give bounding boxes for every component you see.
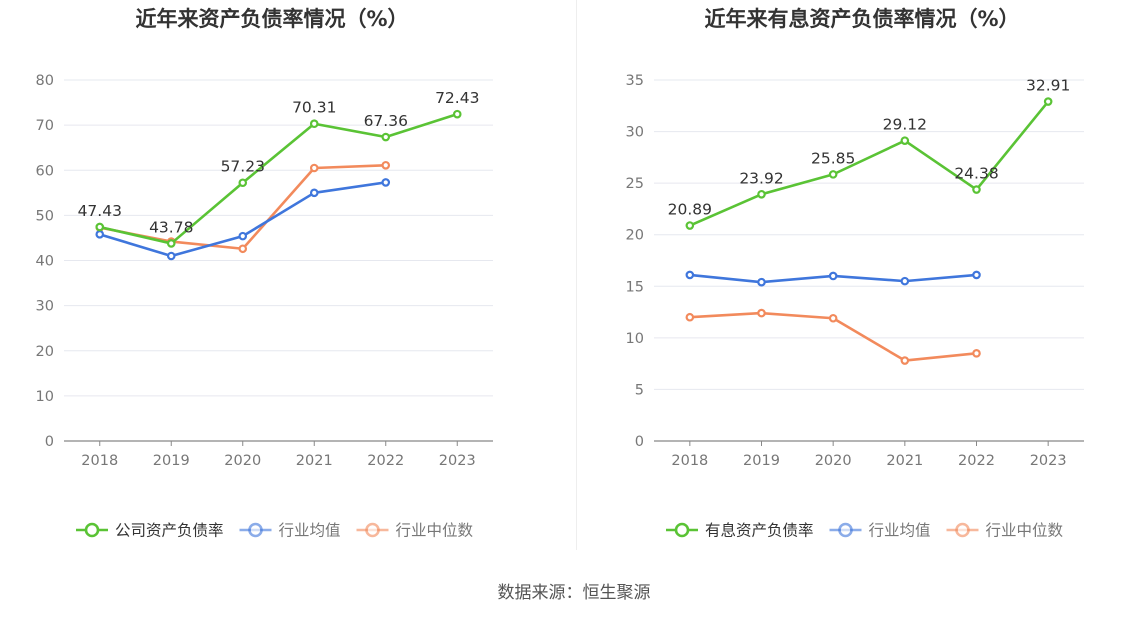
legend-marker-icon	[838, 522, 853, 538]
y-tick-label: 0	[635, 434, 644, 450]
x-tick-label: 2018	[81, 453, 118, 469]
legend-item-company[interactable]: 有息资产负债率	[666, 522, 814, 540]
chart-interest-debt-ratio: 近年来有息资产负债率情况（%） 0 5 10 15 20 25 30 35 2018 2019 202…	[626, 7, 1084, 540]
data-point-company	[828, 170, 838, 179]
data-point-industry-median	[685, 312, 695, 322]
data-point-company	[685, 221, 695, 230]
y-tick-label: 35	[626, 73, 644, 89]
data-point-industry-mean	[757, 277, 766, 287]
legend-item-industry-mean[interactable]: 行业均值	[239, 522, 341, 540]
data-point-industry-mean	[238, 231, 248, 241]
x-tick-label: 2019	[743, 453, 780, 469]
legend-marker-icon	[674, 522, 690, 538]
x-tick-label: 2021	[296, 453, 333, 469]
x-tick-label: 2022	[958, 453, 995, 469]
data-label: 47.43	[78, 202, 122, 220]
data-point-industry-median	[238, 244, 248, 254]
legend-marker-icon	[955, 522, 970, 538]
data-label: 25.85	[811, 149, 855, 167]
data-label: 23.92	[739, 169, 783, 187]
chart-panel-debt-ratio: 近年来资产负债率情况（%） 0 10 20 30 40 50 60 70 80 2018 2019 20…	[0, 0, 574, 560]
data-point-industry-mean	[309, 188, 319, 198]
data-label: 57.23	[221, 158, 265, 176]
data-label: 32.91	[1026, 77, 1070, 95]
legend-marker-icon	[248, 522, 263, 538]
legend-label: 行业均值	[279, 522, 341, 540]
y-tick-label: 20	[36, 344, 54, 360]
data-point-industry-mean	[381, 178, 391, 187]
data-label: 24.38	[954, 165, 998, 183]
y-tick-label: 15	[626, 279, 644, 295]
x-tick-label: 2020	[815, 453, 852, 469]
panel-divider	[576, 0, 577, 550]
legend-label: 行业中位数	[396, 522, 474, 540]
legend-marker-icon	[365, 522, 380, 538]
y-tick-label: 60	[36, 163, 54, 179]
legend-item-company[interactable]: 公司资产负债率	[76, 522, 224, 540]
data-point-industry-mean	[828, 271, 838, 281]
data-label: 72.43	[435, 89, 479, 107]
data-point-industry-median	[900, 356, 910, 365]
y-tick-label: 10	[36, 389, 54, 405]
data-point-industry-mean	[900, 276, 910, 286]
legend-item-industry-median[interactable]: 行业中位数	[946, 522, 1064, 540]
y-tick-label: 70	[36, 118, 54, 134]
data-label: 29.12	[883, 116, 927, 134]
data-point-company	[452, 109, 462, 119]
legend-item-industry-median[interactable]: 行业中位数	[356, 522, 474, 540]
data-label: 43.78	[149, 218, 193, 236]
data-point-industry-mean	[166, 251, 176, 261]
series-line-company	[689, 100, 1050, 227]
data-point-industry-mean	[95, 230, 105, 239]
data-point-company	[381, 132, 391, 142]
legend-item-industry-mean[interactable]: 行业均值	[829, 522, 931, 540]
y-tick-label: 20	[626, 228, 644, 244]
series-line-company	[99, 112, 458, 245]
data-point-industry-median	[757, 308, 766, 318]
legend-label: 有息资产负债率	[705, 522, 814, 540]
data-label: 67.36	[364, 112, 408, 130]
data-point-company	[757, 189, 766, 199]
data-source-note: 数据来源：恒生聚源	[497, 583, 651, 603]
data-point-industry-median	[828, 313, 838, 323]
y-tick-label: 50	[36, 208, 54, 224]
data-point-industry-median	[972, 349, 981, 358]
data-point-industry-median	[309, 163, 319, 173]
data-point-industry-mean	[972, 270, 981, 280]
data-point-company	[1043, 97, 1053, 106]
y-tick-label: 80	[36, 73, 54, 89]
y-tick-label: 25	[626, 176, 644, 192]
x-tick-label: 2022	[367, 453, 404, 469]
legend-label: 行业均值	[869, 522, 931, 540]
y-tick-label: 40	[36, 254, 54, 270]
x-tick-label: 2018	[671, 453, 708, 469]
legend-label: 行业中位数	[986, 522, 1064, 540]
x-tick-label: 2019	[153, 453, 190, 469]
chart-title: 近年来有息资产负债率情况（%）	[704, 7, 1019, 31]
data-point-company	[166, 239, 176, 248]
x-tick-label: 2023	[439, 453, 476, 469]
y-tick-label: 30	[36, 299, 54, 315]
legend-marker-icon	[84, 522, 100, 538]
y-tick-label: 0	[45, 434, 54, 450]
data-point-industry-mean	[685, 270, 695, 280]
chart-title: 近年来资产负债率情况（%）	[135, 7, 408, 31]
x-tick-label: 2020	[224, 453, 261, 469]
data-label: 70.31	[292, 99, 336, 117]
chart-debt-ratio: 近年来资产负债率情况（%） 0 10 20 30 40 50 60 70 80 2018 2019 20…	[36, 7, 493, 540]
legend-label: 公司资产负债率	[115, 522, 224, 540]
data-point-company	[95, 222, 105, 232]
chart-panel-interest-debt-ratio: 近年来有息资产负债率情况（%） 0 5 10 15 20 25 30 35 2018 2019 202…	[574, 0, 1148, 560]
x-tick-label: 2023	[1030, 453, 1067, 469]
y-tick-label: 5	[635, 382, 644, 398]
data-point-company	[309, 119, 319, 129]
data-point-company	[238, 178, 248, 188]
x-tick-label: 2021	[886, 453, 923, 469]
y-tick-label: 10	[626, 331, 644, 347]
data-label: 20.89	[668, 201, 712, 219]
y-tick-label: 30	[626, 125, 644, 141]
data-point-company	[972, 185, 981, 194]
data-point-company	[900, 136, 910, 145]
data-point-industry-median	[381, 160, 391, 170]
